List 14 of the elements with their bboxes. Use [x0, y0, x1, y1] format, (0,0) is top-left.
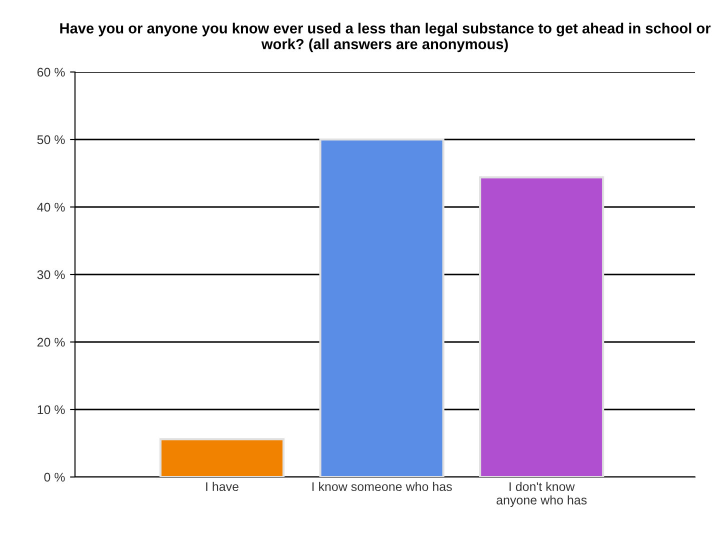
- chart-title: Have you or anyone you know ever used a less than legal substance to get ahead in school or work? (all answers are anonymous): [60, 22, 711, 52]
- x-tick-label: I don't know anyone who has: [496, 482, 587, 507]
- x-tick-label: I have: [206, 482, 238, 492]
- y-tick-label: 10 %: [38, 405, 65, 414]
- x-tick-label: I know someone who has: [312, 482, 452, 492]
- bar: [479, 176, 604, 477]
- y-tick-label: 50 %: [37, 135, 65, 144]
- y-tick-label: 60 %: [37, 68, 65, 77]
- y-tick-label: 40 %: [37, 202, 65, 212]
- y-tick-label: 0 %: [44, 472, 65, 482]
- y-tick-label: 30 %: [37, 270, 65, 280]
- y-tick-label: 20 %: [37, 338, 65, 347]
- bar: [319, 138, 444, 477]
- bar: [159, 438, 285, 477]
